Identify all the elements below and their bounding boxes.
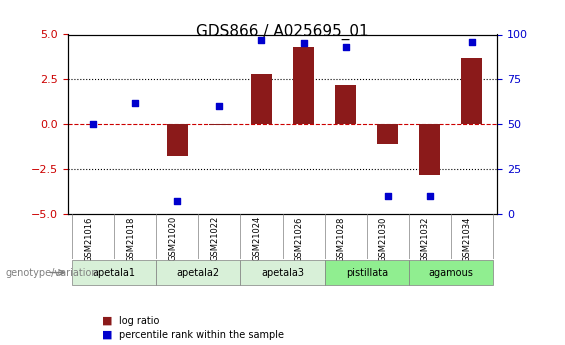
Point [215, 104, 224, 109]
Point [425, 193, 434, 199]
Text: genotype/variation: genotype/variation [6, 268, 98, 277]
Text: GSM21024: GSM21024 [253, 216, 262, 262]
Point [383, 193, 392, 199]
Point [341, 44, 350, 50]
Point [89, 121, 98, 127]
Text: agamous: agamous [428, 268, 473, 277]
Text: GSM21028: GSM21028 [337, 216, 346, 262]
Bar [209, 124, 230, 125]
Text: GSM21018: GSM21018 [126, 216, 135, 262]
Text: pistillata: pistillata [346, 268, 388, 277]
Bar [251, 74, 272, 124]
Text: apetala2: apetala2 [177, 268, 220, 277]
Text: percentile rank within the sample: percentile rank within the sample [119, 330, 284, 339]
Bar [419, 124, 440, 175]
Text: GSM21034: GSM21034 [463, 216, 472, 262]
Point [257, 37, 266, 43]
FancyBboxPatch shape [156, 260, 240, 285]
Bar [462, 58, 483, 124]
Text: apetala3: apetala3 [261, 268, 304, 277]
Text: GDS866 / A025695_01: GDS866 / A025695_01 [196, 24, 369, 40]
Text: GSM21032: GSM21032 [421, 216, 430, 262]
Text: ■: ■ [102, 316, 112, 326]
Text: GSM21030: GSM21030 [379, 216, 388, 262]
Text: GSM21020: GSM21020 [168, 216, 177, 262]
Bar [167, 124, 188, 157]
Text: ■: ■ [102, 330, 112, 339]
FancyBboxPatch shape [325, 260, 409, 285]
Point [467, 39, 476, 45]
Text: GSM21022: GSM21022 [210, 216, 219, 262]
Point [299, 41, 308, 46]
Bar [293, 47, 314, 124]
Text: apetala1: apetala1 [93, 268, 136, 277]
Bar [335, 85, 356, 124]
Text: GSM21026: GSM21026 [294, 216, 303, 262]
Text: GSM21016: GSM21016 [84, 216, 93, 262]
Point [131, 100, 140, 106]
FancyBboxPatch shape [240, 260, 325, 285]
Point [173, 199, 182, 204]
Bar [377, 124, 398, 144]
Text: log ratio: log ratio [119, 316, 159, 326]
FancyBboxPatch shape [72, 260, 156, 285]
FancyBboxPatch shape [409, 260, 493, 285]
